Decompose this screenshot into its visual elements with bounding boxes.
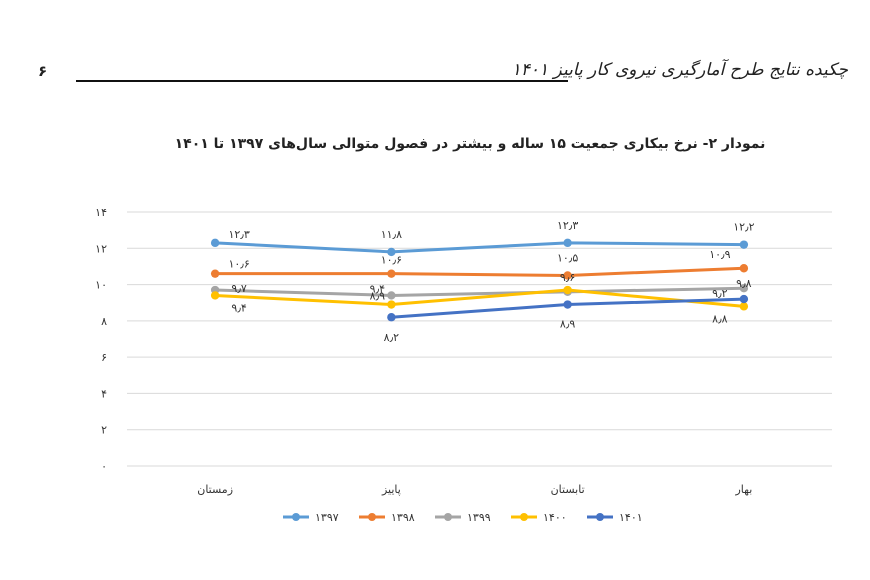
series-line bbox=[215, 286, 744, 297]
series-line bbox=[215, 266, 744, 277]
legend-marker bbox=[368, 513, 376, 521]
y-tick-label: ۱۴ bbox=[95, 206, 107, 219]
y-tick-label: ۴ bbox=[101, 387, 107, 400]
data-label: ۸٫۹ bbox=[560, 318, 575, 331]
data-label: ۹٫۴ bbox=[370, 282, 385, 295]
data-label: ۹٫۸ bbox=[736, 277, 751, 290]
y-tick-label: ۶ bbox=[101, 351, 107, 364]
data-label: ۸٫۸ bbox=[712, 312, 727, 325]
chart-title: نمودار ۲- نرخ بیکاری جمعیت ۱۵ ساله و بیش… bbox=[174, 136, 766, 152]
legend-label: ۱۳۹۸ bbox=[391, 511, 415, 524]
data-point bbox=[387, 269, 396, 278]
data-point bbox=[387, 247, 396, 257]
page-number: ۶ bbox=[38, 62, 48, 80]
data-point bbox=[210, 269, 220, 278]
data-label: ۸٫۲ bbox=[384, 331, 399, 344]
legend-label: ۱۳۹۹ bbox=[467, 511, 491, 524]
data-label: ۱۲٫۳ bbox=[228, 228, 249, 241]
data-label: ۱۰٫۹ bbox=[709, 248, 730, 261]
header-title: چکیده نتایج طرح آمارگیری نیروی کار پاییز… bbox=[511, 60, 848, 80]
header-rule bbox=[76, 80, 568, 82]
legend-marker bbox=[520, 513, 528, 521]
legend-marker bbox=[292, 513, 300, 521]
legend-label: ۱۴۰۱ bbox=[619, 511, 643, 524]
data-point bbox=[563, 271, 572, 280]
data-label: ۹٫۲ bbox=[712, 287, 727, 300]
y-tick-label: ۰ bbox=[101, 460, 107, 473]
data-point bbox=[739, 302, 749, 311]
data-point bbox=[387, 300, 396, 309]
data-label: ۱۰٫۶ bbox=[381, 254, 402, 267]
data-point bbox=[563, 300, 572, 309]
label-layer: ۱۲٫۲ ۱۲٫۳ ۱۱٫۸ ۱۲٫۳ ۱۰٫۹ ۱۰٫۵ ۱۰٫۶ ۱۰٫۶ ۹٫۸ ۹٫۶ ۹٫… bbox=[228, 219, 754, 344]
data-point bbox=[563, 285, 572, 295]
line-layer bbox=[210, 238, 749, 322]
legend-layer: ۱۳۹۷ ۱۳۹۸ ۱۳۹۹ ۱۴۰۰ ۱۴۰۱ bbox=[283, 511, 643, 524]
y-tick-label: ۲ bbox=[101, 424, 107, 437]
data-label: ۱۲٫۳ bbox=[557, 219, 578, 232]
data-point bbox=[739, 294, 749, 304]
data-label: ۱۰٫۶ bbox=[228, 258, 249, 271]
data-label: ۱۱٫۸ bbox=[381, 228, 402, 241]
data-point bbox=[210, 238, 220, 248]
data-label: ۱۲٫۲ bbox=[733, 221, 754, 234]
x-tick-label: تابستان bbox=[551, 483, 585, 496]
legend-marker bbox=[444, 513, 452, 521]
x-tick-label: پاییز bbox=[381, 483, 401, 496]
data-point bbox=[387, 313, 396, 322]
series-line bbox=[215, 288, 745, 308]
y-tick-label: ۱۰ bbox=[95, 279, 107, 292]
data-point bbox=[739, 284, 749, 293]
series-line bbox=[215, 241, 744, 254]
data-point bbox=[387, 291, 396, 300]
data-point bbox=[563, 238, 572, 248]
data-label: ۹٫۶ bbox=[560, 271, 575, 284]
data-label: ۹٫۴ bbox=[231, 301, 246, 314]
x-tick-label: زمستان bbox=[197, 483, 233, 496]
data-point bbox=[210, 291, 220, 300]
legend-label: ۱۴۰۰ bbox=[543, 511, 567, 524]
x-tick-label: بهار bbox=[734, 483, 752, 496]
data-label: ۸٫۹ bbox=[370, 290, 385, 303]
legend-marker bbox=[596, 513, 604, 521]
data-label: ۹٫۷ bbox=[231, 282, 246, 295]
data-label: ۱۰٫۵ bbox=[557, 252, 578, 265]
data-point bbox=[739, 264, 749, 273]
y-tick-label: ۸ bbox=[101, 315, 107, 328]
legend-label: ۱۳۹۷ bbox=[315, 511, 339, 524]
y-tick-label: ۱۲ bbox=[95, 242, 107, 255]
data-point bbox=[739, 240, 749, 249]
